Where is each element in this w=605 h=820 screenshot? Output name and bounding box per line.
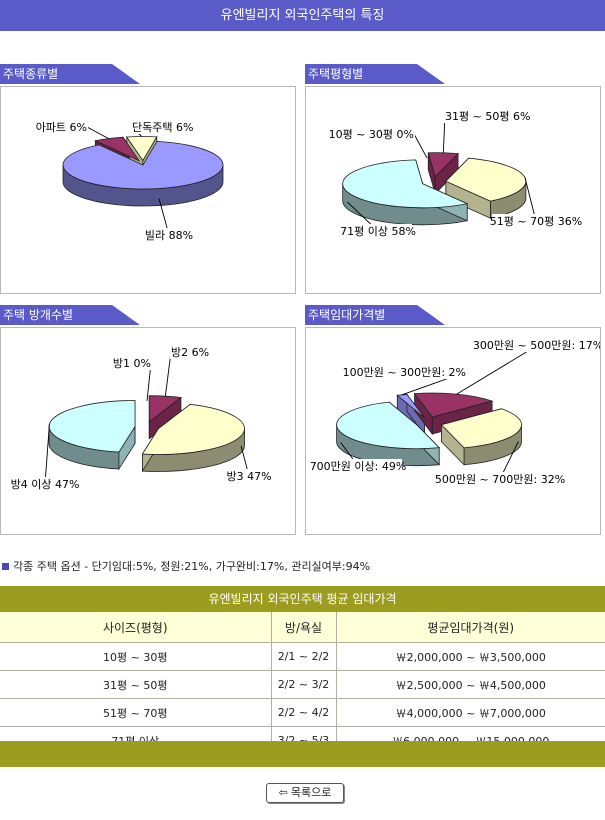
chart-title: 주택종류별 — [3, 67, 59, 81]
pie-slice-label: 단독주택 6% — [132, 121, 193, 134]
col-header-price: 평균임대가격(원) — [335, 612, 605, 643]
chart-title: 주택 방개수별 — [3, 308, 74, 322]
pie-slice-top — [342, 159, 469, 209]
leader-line — [456, 344, 539, 395]
pie-slice-top — [336, 401, 441, 450]
chart-panel-rent-price: 주택임대가격별 100만원 ~ 300만원: 2% 300만원 ~ 500만원: … — [305, 305, 601, 535]
pie-slice-label: 아파트 6% — [36, 121, 87, 134]
back-to-list-button[interactable]: ⇦ 목록으로 — [266, 783, 344, 803]
chart-title: 주택임대가격별 — [308, 308, 386, 322]
table-footer-bar — [0, 741, 605, 767]
pie-slice-label: 700만원 이상: 49% — [310, 460, 407, 473]
pie-slice — [148, 395, 182, 423]
leader-line — [413, 133, 428, 159]
options-text: 각종 주택 옵션 - 단기임대:5%, 정원:21%, 가구완비:17%, 관리… — [13, 560, 371, 573]
pie-slice — [342, 159, 469, 209]
pie-slice — [48, 400, 136, 453]
cell-price: ￦2,500,000 ~ ￦4,500,000 — [335, 670, 605, 699]
pie-slice-label: 방1 0% — [113, 357, 151, 370]
pie-slice-label: 100만원 ~ 300만원: 2% — [343, 366, 466, 379]
pie-slice-top — [445, 157, 527, 202]
cell-size: 51평 ~ 70평 — [0, 698, 272, 727]
cell-rooms: 2/1 ~ 2/2 — [270, 642, 337, 671]
leader-line — [86, 126, 109, 140]
page-banner: 유엔빌리지 외국인주택의 특징 — [0, 0, 605, 31]
pie-slice-label: 500만원 ~ 700만원: 32% — [435, 473, 565, 486]
cell-rooms: 2/2 ~ 3/2 — [270, 670, 337, 699]
cell-size: 31평 ~ 50평 — [0, 670, 272, 699]
pie-slice-label: 빌라 88% — [145, 229, 193, 242]
chart-tab: 주택종류별 — [0, 64, 140, 84]
pie-slice-top — [94, 136, 141, 162]
col-header-size: 사이즈(평형) — [0, 612, 272, 643]
chart-panel-room-count: 주택 방개수별 방1 0% 방2 6% 방3 47% 방4 이상 47% — [0, 305, 296, 535]
back-button-label: 목록으로 — [290, 786, 332, 799]
pie-slice-top — [48, 400, 136, 453]
pie-slice-label: 31평 ~ 50평 6% — [445, 110, 530, 123]
table-row: 51평 ~ 70평 2/2 ~ 4/2 ￦4,000,000 ~ ￦7,000,… — [0, 698, 605, 727]
leader-line — [164, 351, 172, 397]
arrow-left-icon: ⇦ — [278, 786, 288, 799]
pie-slice-label: 51평 ~ 70평 36% — [490, 215, 582, 228]
chart-title: 주택평형별 — [308, 67, 364, 81]
pie-slice-top — [141, 403, 245, 455]
pie-slice — [336, 401, 441, 450]
pie-slice-label: 방2 6% — [171, 346, 209, 359]
leader-line — [524, 177, 537, 222]
pie-slice-top — [62, 140, 224, 190]
pie-slice — [141, 403, 245, 455]
pie-slice-top — [148, 395, 182, 423]
table-row: 31평 ~ 50평 2/2 ~ 3/2 ￦2,500,000 ~ ￦4,500,… — [0, 670, 605, 699]
bullet-square-icon — [2, 563, 9, 570]
pie-chart-room-count: 방1 0% 방2 6% 방3 47% 방4 이상 47% — [11, 345, 272, 491]
rent-table-title: 유엔빌리지 외국인주택 평균 임대가격 — [0, 586, 605, 612]
pie-slice-top — [427, 152, 459, 178]
cell-rooms: 2/2 ~ 4/2 — [270, 698, 337, 727]
pie-slice — [440, 408, 522, 449]
pie-slice-label: 300만원 ~ 500만원: 17% — [473, 339, 600, 352]
pie-slice — [94, 136, 141, 162]
leader-line — [44, 424, 50, 485]
chart-tab: 주택 방개수별 — [0, 305, 140, 325]
cell-price: ￦2,000,000 ~ ￦3,500,000 — [335, 642, 605, 671]
pie-slice-label: 10평 ~ 30평 0% — [329, 128, 414, 141]
chart-tab: 주택평형별 — [305, 64, 445, 84]
pie-chart-rent-price: 100만원 ~ 300만원: 2% 300만원 ~ 500만원: 17% 500만원… — [310, 338, 600, 486]
pie-slice — [62, 140, 224, 190]
pie-slice-label: 방4 이상 47% — [11, 478, 80, 491]
table-row: 10평 ~ 30평 2/1 ~ 2/2 ￦2,000,000 ~ ￦3,500,… — [0, 642, 605, 671]
pie-slice-top — [440, 408, 522, 449]
chart-panel-housing-type: 주택종류별 빌라 88% 아파트 6% 단독주택 6% — [0, 64, 296, 294]
pie-slice-label: 71평 이상 58% — [340, 225, 416, 238]
pie-chart-housing-type: 빌라 88% 아파트 6% 단독주택 6% — [36, 120, 224, 242]
cell-size: 10평 ~ 30평 — [0, 642, 272, 671]
col-header-rooms: 방/욕실 — [270, 612, 337, 643]
pie-slice — [126, 136, 158, 162]
pie-slice — [396, 394, 425, 419]
chart-tab: 주택임대가격별 — [305, 305, 445, 325]
pie-slice — [427, 152, 459, 178]
rent-table: 사이즈(평형) 방/욕실 평균임대가격(원) 10평 ~ 30평 2/1 ~ 2… — [0, 612, 605, 755]
pie-chart-housing-size: 10평 ~ 30평 0% 31평 ~ 50평 6% 51평 ~ 70평 36% 71평… — [329, 109, 582, 238]
pie-slice-top — [396, 394, 425, 419]
cell-price: ￦4,000,000 ~ ￦7,000,000 — [335, 698, 605, 727]
housing-options-line: 각종 주택 옵션 - 단기임대:5%, 정원:21%, 가구완비:17%, 관리… — [0, 558, 370, 574]
table-header-row: 사이즈(평형) 방/욕실 평균임대가격(원) — [0, 612, 605, 643]
pie-slice — [445, 157, 527, 202]
pie-slice-label: 방3 47% — [226, 470, 271, 483]
pie-slice-top — [126, 136, 158, 162]
chart-panel-housing-size: 주택평형별 10평 ~ 30평 0% 31평 ~ 50평 6% 51평 ~ 70평 … — [305, 64, 601, 294]
